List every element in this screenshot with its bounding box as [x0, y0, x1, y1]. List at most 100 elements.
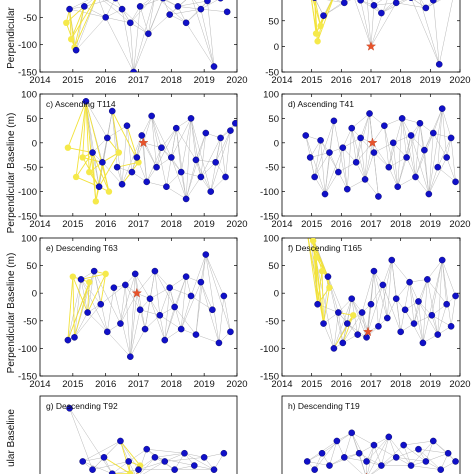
network-link-highlight — [75, 101, 87, 178]
network-link — [92, 461, 129, 470]
network-link — [205, 254, 225, 297]
network-link — [185, 22, 215, 67]
x-tick-label: 2019 — [420, 219, 441, 230]
acquisition-point — [200, 454, 208, 461]
network-link — [180, 172, 187, 199]
network-link — [185, 0, 208, 23]
network-link — [192, 0, 215, 67]
network-link — [373, 2, 397, 6]
acquisition-point — [99, 159, 106, 166]
network-link — [177, 6, 201, 10]
network-link — [154, 453, 185, 458]
network-link-highlight — [342, 315, 354, 344]
acquisition-point — [317, 137, 324, 144]
network-link — [180, 118, 192, 173]
acquisition-point — [320, 320, 327, 327]
acquisition-point — [452, 178, 459, 186]
network-link — [87, 271, 95, 313]
acquisition-point — [151, 454, 159, 461]
network-link — [133, 6, 141, 72]
network-link — [403, 445, 412, 466]
y-axis-label-row-2: Perpendicular Baseline (m) — [6, 113, 17, 234]
network-link — [195, 159, 216, 163]
acquisition-point — [392, 454, 400, 461]
network-link-highlight — [103, 456, 131, 474]
network-link-highlight — [65, 6, 85, 24]
network-link — [425, 0, 441, 9]
acquisition-point — [95, 183, 103, 191]
network-link — [381, 436, 390, 466]
acquisition-point-yellow — [312, 30, 320, 37]
acquisition-point — [407, 462, 415, 469]
acquisition-point — [358, 309, 366, 316]
network-link-highlight — [92, 152, 110, 192]
network-link-highlight — [314, 0, 322, 26]
network-link — [139, 309, 146, 330]
network-link — [103, 440, 121, 458]
network-link — [342, 128, 352, 148]
network-link — [195, 254, 207, 335]
y-tick-label: -50 — [265, 163, 279, 174]
y-tick-label: 50 — [26, 114, 37, 125]
acquisition-point — [306, 154, 314, 161]
acquisition-point — [79, 458, 86, 465]
network-link — [437, 304, 447, 335]
network-link — [415, 176, 430, 195]
network-link — [156, 147, 162, 168]
reference-star — [366, 41, 376, 51]
network-link — [82, 440, 121, 462]
x-tick-label: 2020 — [449, 75, 470, 86]
acquisition-point — [385, 433, 393, 441]
acquisition-point — [400, 441, 407, 449]
network-link — [441, 260, 452, 327]
acquisition-point — [407, 132, 415, 139]
acquisition-point — [153, 163, 160, 171]
network-link — [351, 113, 370, 129]
network-link — [342, 147, 357, 163]
network-link — [204, 453, 224, 458]
acquisition-point — [452, 458, 459, 465]
network-link — [344, 457, 367, 462]
acquisition-point — [326, 462, 333, 469]
acquisition-point — [110, 284, 118, 291]
network-link — [130, 309, 141, 357]
network-link — [205, 254, 231, 332]
axes-frame-panel-2 — [281, 0, 461, 73]
acquisition-point — [375, 323, 382, 330]
acquisition-point — [339, 144, 347, 151]
network-link — [424, 108, 443, 151]
acquisition-point — [443, 154, 450, 161]
y-tick-label: -100 — [18, 40, 37, 51]
network-link-highlight — [74, 0, 96, 48]
network-link — [171, 118, 192, 158]
network-link — [194, 465, 215, 470]
network-link — [357, 312, 363, 335]
acquisition-point — [192, 331, 200, 338]
network-link — [347, 298, 352, 324]
network-link — [146, 448, 185, 454]
acquisition-point-yellow — [326, 284, 333, 291]
network-link — [347, 128, 352, 190]
network-link — [107, 331, 131, 357]
network-link — [366, 0, 372, 47]
network-link — [387, 260, 393, 319]
acquisition-point — [311, 466, 318, 473]
y-tick-label: 0 — [274, 42, 279, 53]
acquisition-point-yellow — [115, 149, 123, 156]
network-link — [393, 142, 398, 187]
acquisition-point — [166, 11, 173, 18]
network-link — [309, 140, 321, 158]
network-link — [102, 162, 123, 185]
acquisition-point-yellow — [86, 278, 93, 286]
x-tick-label: 2014 — [271, 219, 292, 230]
network-link — [364, 152, 375, 180]
acquisition-point — [217, 134, 224, 142]
acquisition-point — [122, 281, 129, 289]
network-link — [441, 259, 456, 297]
acquisition-point — [66, 404, 73, 412]
network-link — [107, 111, 113, 138]
points-panel-8 — [303, 429, 459, 474]
x-tick-label: 2016 — [95, 379, 116, 390]
acquisition-point — [434, 163, 442, 171]
acquisition-point — [398, 115, 406, 122]
